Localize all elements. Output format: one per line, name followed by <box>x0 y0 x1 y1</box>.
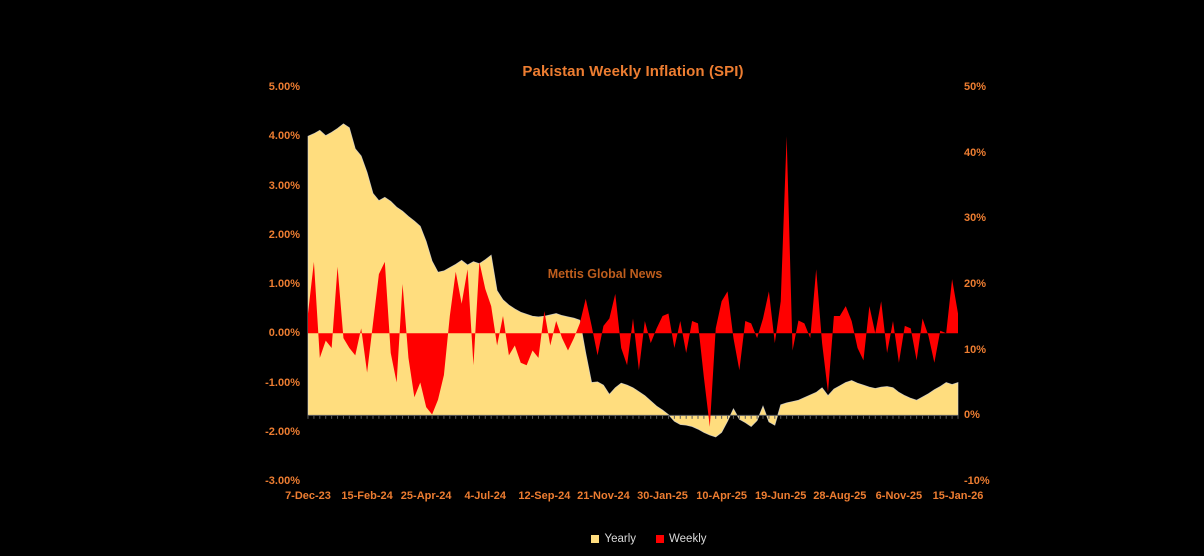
y-left-tick-7: -2.00% <box>265 425 300 438</box>
x-tick-7: 10-Apr-25 <box>696 490 747 502</box>
x-axis-line <box>307 414 959 419</box>
y-left-tick-4: 1.00% <box>268 278 300 290</box>
y-left-tick-2: 3.00% <box>268 179 300 192</box>
x-tick-10: 6-Nov-25 <box>875 490 923 502</box>
y-right-tick-5: 0% <box>964 409 980 422</box>
y-left-tick-3: 2.00% <box>268 228 300 241</box>
y-right-tick-2: 30% <box>964 212 987 225</box>
legend-entry-yearly: Yearly <box>591 533 636 545</box>
x-tick-2: 25-Apr-24 <box>400 490 452 502</box>
x-tick-4: 12-Sep-24 <box>518 490 571 502</box>
x-tick-6: 30-Jan-25 <box>637 490 688 502</box>
x-tick-3: 4-Jul-24 <box>464 490 507 502</box>
y-right-tick-3: 20% <box>964 278 987 290</box>
y-left-tick-5: 0.00% <box>268 327 300 340</box>
x-tick-8: 19-Jun-25 <box>755 490 807 502</box>
x-tick-0: 7-Dec-23 <box>285 490 331 502</box>
weekly-swatch-icon <box>656 535 665 543</box>
legend-label-yearly: Yearly <box>604 533 637 545</box>
y-right-tick-0: 50% <box>964 81 987 93</box>
yearly-swatch-icon <box>591 535 600 543</box>
y-left-tick-8: -3.00% <box>265 475 300 487</box>
chart-title: Pakistan Weekly Inflation (SPI) <box>522 63 744 80</box>
yearly-area-series <box>307 123 959 438</box>
x-tick-1: 15-Feb-24 <box>341 490 393 502</box>
x-tick-5: 21-Nov-24 <box>577 490 630 502</box>
y-left-tick-0: 5.00% <box>268 81 300 93</box>
x-tick-9: 28-Aug-25 <box>813 490 867 502</box>
watermark-text: Mettis Global News <box>547 267 663 281</box>
legend-label-weekly: Weekly <box>669 533 707 545</box>
y-right-tick-4: 10% <box>964 343 987 356</box>
legend-entry-weekly: Weekly <box>656 533 707 545</box>
legend: Yearly Weekly <box>349 533 949 545</box>
y-left-tick-6: -1.00% <box>265 376 300 389</box>
x-tick-11: 15-Jan-26 <box>932 490 984 502</box>
y-left-tick-1: 4.00% <box>268 130 300 143</box>
y-right-tick-1: 40% <box>964 146 987 159</box>
y-right-tick-6: -10% <box>964 475 990 487</box>
